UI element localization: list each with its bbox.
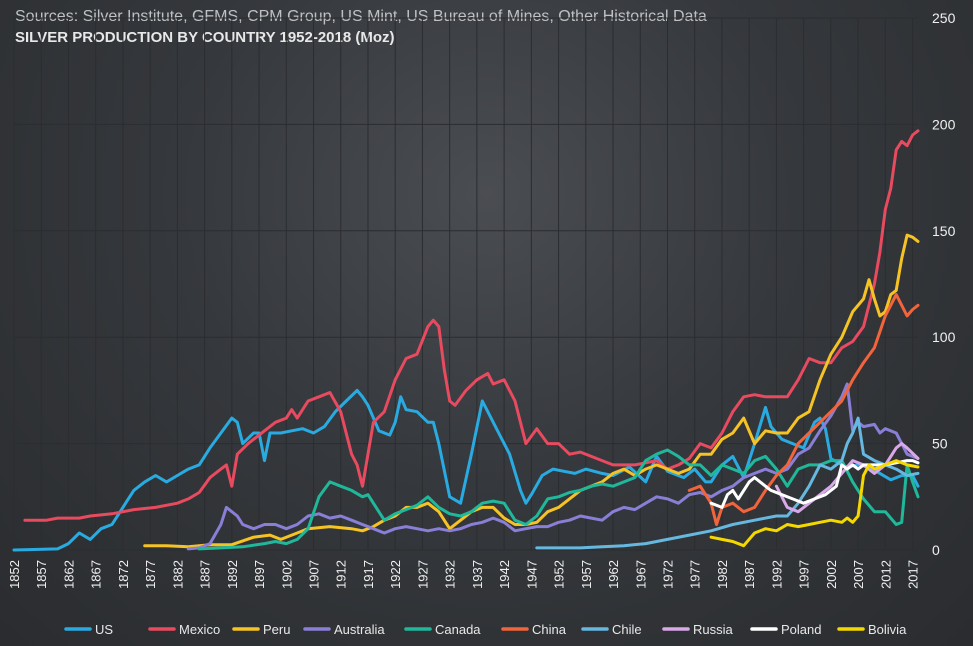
x-tick-label: 1912 [334, 560, 349, 589]
legend-label-us: US [95, 622, 113, 637]
legend-label-poland: Poland [781, 622, 821, 637]
x-tick-label: 1997 [797, 560, 812, 589]
y-tick-label: 250 [932, 10, 956, 26]
y-axis-ticks: 0 50 100 150 200 250 [932, 10, 956, 558]
series-line-australia [186, 382, 920, 551]
x-tick-label: 2002 [824, 560, 839, 589]
x-tick-label: 1892 [225, 560, 240, 589]
legend-label-canada: Canada [435, 622, 481, 637]
legend-label-russia: Russia [693, 622, 734, 637]
x-tick-label: 1952 [552, 560, 567, 589]
y-tick-label: 50 [932, 436, 948, 452]
y-tick-label: 0 [932, 542, 940, 558]
x-tick-label: 2007 [851, 560, 866, 589]
chart-source: Sources: Silver Institute, GFMS, CPM Gro… [15, 8, 707, 25]
x-axis-ticks: 1852 1857 1862 1867 1872 1877 1882 1887 1892 1897… [7, 560, 921, 589]
y-tick-label: 100 [932, 329, 956, 345]
x-tick-label: 1942 [497, 560, 512, 589]
series-line-chile [535, 416, 920, 550]
legend-label-china: China [532, 622, 567, 637]
x-tick-label: 1852 [7, 560, 22, 589]
x-tick-label: 2012 [878, 560, 893, 589]
x-tick-label: 1862 [61, 560, 76, 589]
x-tick-label: 1882 [170, 560, 185, 589]
legend: US Mexico Peru Australia Canada China Chile Rus… [64, 622, 907, 637]
grid [13, 17, 918, 551]
x-tick-label: 1907 [307, 560, 322, 589]
x-tick-label: 1977 [688, 560, 703, 589]
x-tick-label: 1932 [443, 560, 458, 589]
x-tick-label: 1867 [89, 560, 104, 589]
x-tick-label: 1917 [361, 560, 376, 589]
x-tick-label: 1987 [742, 560, 757, 589]
legend-label-bolivia: Bolivia [868, 622, 907, 637]
x-tick-label: 1962 [606, 560, 621, 589]
series-line-bolivia [709, 459, 920, 548]
y-tick-label: 200 [932, 116, 956, 132]
legend-label-mexico: Mexico [179, 622, 220, 637]
x-tick-label: 1927 [415, 560, 430, 589]
legend-label-chile: Chile [612, 622, 642, 637]
x-tick-label: 1967 [633, 560, 648, 589]
x-tick-label: 1857 [34, 560, 49, 589]
x-tick-label: 1902 [279, 560, 294, 589]
x-tick-label: 1992 [769, 560, 784, 589]
x-tick-label: 1922 [388, 560, 403, 589]
x-tick-label: 1877 [143, 560, 158, 589]
series-line-peru [143, 233, 920, 549]
x-tick-label: 1937 [470, 560, 485, 589]
x-tick-label: 1982 [715, 560, 730, 589]
x-tick-label: 1872 [116, 560, 131, 589]
x-tick-label: 1947 [524, 560, 539, 589]
series-line-mexico [23, 129, 920, 522]
series-line-russia [774, 442, 920, 514]
series-line-poland [709, 459, 920, 509]
legend-label-peru: Peru [263, 622, 290, 637]
x-tick-label: 1887 [198, 560, 213, 589]
series-line-us [12, 388, 920, 552]
y-tick-label: 150 [932, 223, 956, 239]
x-tick-label: 1957 [579, 560, 594, 589]
x-tick-label: 1897 [252, 560, 267, 589]
x-tick-label: 2017 [906, 560, 921, 589]
series-lines [12, 129, 920, 552]
legend-label-australia: Australia [334, 622, 385, 637]
x-tick-label: 1972 [660, 560, 675, 589]
